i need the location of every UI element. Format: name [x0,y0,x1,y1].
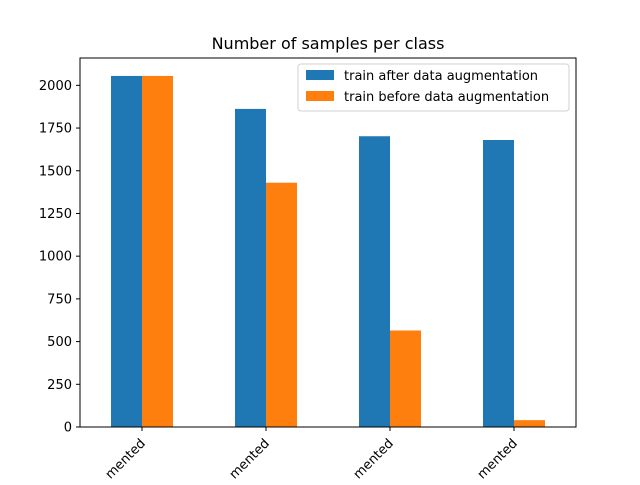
y-tick-label: 0 [64,421,72,436]
bars-layer [111,75,545,428]
bar-series-2-3 [390,330,421,427]
x-tick-label: mented [351,436,397,480]
legend-label-1: train after data augmentation [344,69,538,84]
bar-series-2-2 [266,182,297,427]
y-tick-label: 1750 [39,122,72,137]
bar-series-1-1 [111,75,142,427]
bar-series-1-3 [359,136,390,427]
y-tick-label: 750 [47,292,72,307]
y-tick-label: 1000 [39,250,72,265]
x-tick-label: mented [475,436,521,480]
y-tick-label: 500 [47,335,72,350]
legend-swatch-2 [306,91,334,101]
legend: train after data augmentation train befor… [297,63,570,112]
legend-swatch-1 [306,70,334,80]
legend-box [297,63,570,112]
bar-series-1-2 [235,108,266,428]
legend-label-2: train before data augmentation [344,90,549,105]
chart-title: Number of samples per class [212,34,445,53]
x-tick-label: mented [103,436,149,480]
x-tick-label: mented [227,436,273,480]
y-tick-label: 1500 [39,164,72,179]
bar-series-2-4 [514,420,545,427]
y-tick-label: 1250 [39,207,72,222]
bar-series-2-1 [142,75,173,427]
plot-frame [79,57,577,428]
y-tick-label: 250 [47,378,72,393]
y-tick-label: 2000 [39,79,72,94]
bar-series-1-4 [483,140,514,427]
